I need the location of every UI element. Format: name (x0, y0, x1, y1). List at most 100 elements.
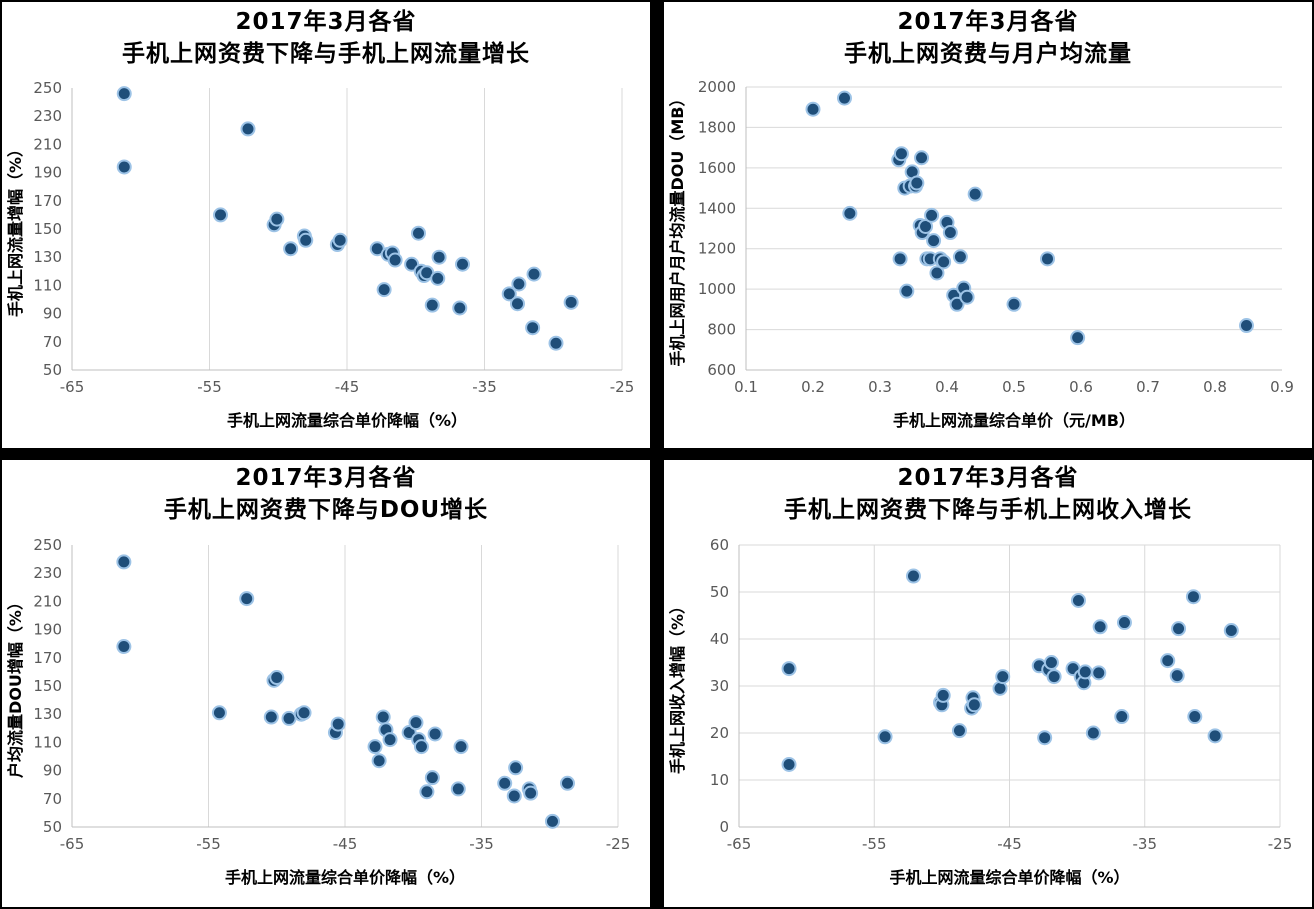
x-tick-label: -65 (60, 835, 85, 853)
x-tick-label: -35 (472, 378, 497, 396)
y-tick-label: 170 (33, 649, 62, 667)
data-point (995, 669, 1011, 685)
data-point (296, 705, 312, 721)
y-tick-label: 90 (43, 762, 62, 780)
y-tick-label: 250 (33, 536, 62, 554)
x-tick-label: 0.9 (1270, 378, 1294, 396)
data-point (506, 788, 522, 804)
x-tick-label: -55 (196, 835, 221, 853)
x-tick-label: -55 (862, 835, 887, 853)
y-tick-label: 190 (33, 621, 62, 639)
data-point (935, 687, 951, 703)
data-point (1037, 730, 1053, 746)
data-point (548, 335, 564, 351)
data-point (951, 723, 967, 739)
data-point (116, 639, 132, 655)
data-point (905, 568, 921, 584)
data-point (213, 207, 228, 223)
chart-title: 2017年3月各省 (235, 9, 417, 35)
x-tick-label: -65 (727, 835, 752, 853)
data-point (240, 121, 256, 137)
data-point (544, 813, 560, 829)
data-point (893, 146, 909, 162)
data-point (967, 186, 983, 202)
data-point (450, 781, 466, 797)
y-tick-label: 130 (33, 248, 62, 266)
y-tick-label: 1400 (698, 199, 736, 217)
data-point (1085, 725, 1101, 741)
data-point (926, 233, 942, 249)
data-point (332, 232, 348, 248)
data-point (1169, 668, 1185, 684)
data-point (1116, 615, 1132, 631)
data-point (781, 756, 797, 772)
data-point (1223, 623, 1239, 639)
chart-panel-price-vs-dou: 2017年3月各省 手机上网资费与月户均流量 0.1 0.2 0.3 0.4 0.5 0.… (664, 2, 1312, 448)
data-point (1070, 330, 1086, 346)
x-tick-label: -35 (469, 835, 494, 853)
data-point (382, 732, 398, 748)
data-point (408, 715, 424, 731)
chart-panel-dou-growth: 2017年3月各省 手机上网资费下降与DOU增长 -65 -55 -45 -35 -25… (2, 460, 650, 907)
y-tick-label: 50 (710, 583, 729, 601)
scatter-plot: -65 -55 -45 -35 -25 0 10 20 30 40 50 60 手机上网流量综合单价降幅… (668, 536, 1293, 887)
data-point (1114, 709, 1130, 725)
y-axis-title: 手机上网流量增幅（%） (6, 141, 25, 317)
y-tick-label: 150 (33, 677, 62, 695)
data-point (1092, 619, 1108, 635)
data-point (269, 670, 285, 686)
y-axis-title: 手机上网收入增幅（%） (668, 598, 687, 774)
chart-subtitle: 手机上网资费与月户均流量 (844, 41, 1132, 67)
x-tick-label: -25 (1268, 835, 1293, 853)
x-tick-label: -55 (197, 378, 222, 396)
data-point (376, 282, 392, 298)
data-point (411, 225, 426, 241)
data-point (430, 270, 446, 286)
data-point (892, 251, 908, 267)
data-point (501, 286, 517, 302)
data-point (116, 159, 132, 175)
data-point (936, 254, 952, 270)
x-tick-label: -25 (610, 378, 635, 396)
data-point (1040, 251, 1055, 267)
data-point (805, 101, 821, 117)
data-point (526, 266, 542, 282)
data-point (1070, 592, 1086, 608)
x-axis-title: 手机上网流量综合单价（元/MB） (893, 411, 1135, 430)
y-tick-label: 230 (33, 107, 62, 125)
data-point (929, 265, 945, 281)
data-point (452, 300, 468, 316)
x-tick-label: 0.6 (1069, 378, 1093, 396)
data-point (387, 252, 403, 268)
data-point (424, 297, 440, 313)
data-point (559, 775, 575, 791)
data-point (116, 86, 132, 102)
y-tick-label: 1200 (698, 240, 736, 258)
data-point (909, 175, 925, 191)
x-tick-label: 0.8 (1203, 378, 1227, 396)
y-tick-label: 110 (33, 276, 62, 294)
data-point (1238, 318, 1254, 334)
data-point (431, 249, 447, 265)
scatter-plot: -65 -55 -45 -35 -25 50 70 90 110 130 150 170 190 210 2… (6, 79, 635, 430)
data-point (413, 739, 429, 755)
data-point (511, 276, 527, 292)
y-tick-label: 1000 (698, 280, 736, 298)
data-point (510, 296, 525, 312)
x-tick-label: -45 (997, 835, 1022, 853)
data-point (877, 729, 893, 745)
data-point (563, 294, 579, 310)
chart-subtitle: 手机上网资费下降与手机上网流量增长 (122, 41, 530, 67)
y-tick-label: 70 (43, 790, 62, 808)
y-tick-label: 150 (33, 220, 62, 238)
data-point (1207, 728, 1223, 744)
x-tick-label: 0.3 (868, 378, 892, 396)
data-point (298, 232, 314, 248)
y-tick-label: 190 (33, 164, 62, 182)
x-tick-label: -25 (606, 835, 631, 853)
y-tick-label: 60 (710, 536, 729, 554)
chart-subtitle: 手机上网资费下降与手机上网收入增长 (784, 497, 1192, 523)
chart-subtitle: 手机上网资费下降与DOU增长 (163, 497, 489, 523)
x-axis-title: 手机上网流量综合单价降幅（%） (889, 868, 1129, 887)
x-tick-label: 0.1 (734, 378, 758, 396)
